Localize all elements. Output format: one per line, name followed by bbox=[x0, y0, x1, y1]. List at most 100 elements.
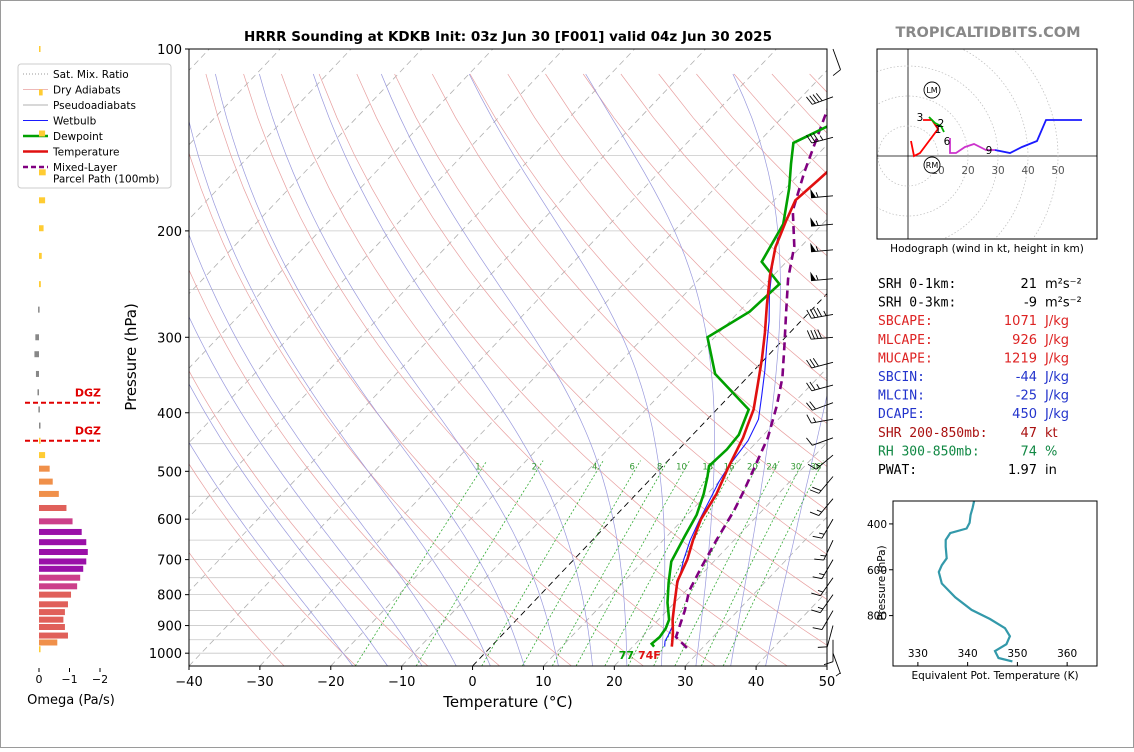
wind-barbs bbox=[806, 48, 841, 677]
wind-barb bbox=[811, 594, 834, 614]
wind-barb bbox=[810, 217, 834, 227]
barb-flag bbox=[810, 242, 817, 252]
barb-full bbox=[812, 576, 823, 580]
wind-barb bbox=[812, 518, 834, 539]
barb-full bbox=[832, 69, 841, 76]
pseudoadiabat bbox=[468, 73, 666, 666]
barb-half bbox=[815, 275, 819, 281]
mixing-ratio-label: 10 bbox=[676, 462, 687, 472]
dry-adiabat bbox=[243, 73, 716, 666]
dry-adiabat bbox=[507, 73, 827, 424]
hodograph-height-label: 1 bbox=[935, 124, 942, 136]
pressure-tick-label: 300 bbox=[157, 331, 182, 346]
wind-barb bbox=[810, 188, 834, 199]
temperature-tick-label: −40 bbox=[175, 675, 202, 690]
mixing-ratio-label: 30 bbox=[790, 462, 801, 472]
wind-barb bbox=[806, 381, 834, 392]
wind-barb bbox=[806, 93, 834, 105]
hodograph-ring bbox=[877, 125, 939, 187]
theta-e-xtick-label: 350 bbox=[1007, 648, 1027, 660]
dry-adiabat bbox=[545, 73, 827, 382]
wind-barb bbox=[817, 625, 834, 648]
omega-bar bbox=[39, 281, 41, 288]
legend-label: Sat. Mix. Ratio bbox=[53, 69, 129, 81]
mixing-ratio-line bbox=[481, 460, 604, 666]
temperature-axis: −40 −30 −20 −10 0 10 20 30 40 50 bbox=[175, 666, 835, 690]
barb-full bbox=[809, 401, 816, 410]
omega-bar bbox=[35, 334, 39, 341]
mixing-ratio-line bbox=[522, 460, 641, 666]
dry-adiabat bbox=[469, 73, 827, 467]
barb-staff bbox=[811, 278, 834, 282]
pressure-tick-label: 400 bbox=[157, 407, 182, 422]
index-unit: m²s⁻² bbox=[1045, 277, 1082, 292]
pressure-tick-label: 600 bbox=[157, 513, 182, 528]
mixing-ratio-line bbox=[653, 460, 761, 666]
barb-half bbox=[815, 192, 819, 198]
index-label: SBCIN: bbox=[878, 370, 925, 385]
isotherm bbox=[189, 49, 777, 666]
surface-labels: 77 74F bbox=[619, 649, 661, 662]
barb-full bbox=[812, 133, 819, 142]
dry-adiabat bbox=[809, 73, 827, 93]
barb-full bbox=[806, 359, 813, 369]
index-unit: kt bbox=[1045, 426, 1058, 441]
pressure-axis: 100 200 300 400 500 600 700 800 900 1000 bbox=[149, 43, 189, 662]
wind-barb bbox=[812, 559, 834, 580]
mixing-ratio-line bbox=[627, 460, 738, 666]
skewt-panel: 1 2 4 6 8 10 13 16 20 24 30 36 10020030040050060070… bbox=[17, 43, 841, 711]
theta-e-xtick-label: 330 bbox=[908, 648, 928, 660]
pressure-tick-label: 100 bbox=[157, 43, 182, 58]
theta-e-xlabel: Equivalent Pot. Temperature (K) bbox=[911, 670, 1078, 682]
wind-barb bbox=[810, 242, 834, 253]
hodograph-height-label: 2 bbox=[938, 118, 945, 130]
mixing-ratio-label: 6 bbox=[629, 462, 634, 472]
theta-e-frame bbox=[892, 500, 1098, 667]
index-unit: % bbox=[1045, 444, 1057, 459]
temperature-tick-label: 40 bbox=[748, 675, 765, 690]
theta-e-axes: 330 340 350 360 400 600 800 bbox=[867, 519, 1077, 666]
pseudoadiabat bbox=[380, 73, 628, 666]
barb-half bbox=[819, 135, 824, 141]
pressure-tick-label: 200 bbox=[157, 225, 182, 240]
legend: Sat. Mix. Ratio Dry Adiabats Pseudoadiabat… bbox=[17, 63, 172, 189]
wind-barb bbox=[806, 401, 834, 411]
barb-half bbox=[820, 554, 826, 557]
omega-bar bbox=[39, 601, 68, 608]
skewt-traces bbox=[649, 107, 827, 649]
dry-adiabat bbox=[394, 73, 827, 555]
hodograph-height-label: 9 bbox=[986, 145, 993, 157]
hodograph-motion-marker bbox=[923, 156, 941, 174]
hodograph-height-label: 3 bbox=[917, 112, 924, 124]
wind-barb bbox=[810, 271, 834, 282]
mixing-ratio-line bbox=[700, 460, 804, 666]
omega-bar bbox=[39, 437, 41, 444]
barb-full bbox=[812, 94, 820, 103]
omega-bar bbox=[39, 89, 43, 96]
omega-bar bbox=[39, 609, 65, 616]
temperature-tick-label: 20 bbox=[606, 675, 623, 690]
hodograph-segment bbox=[928, 116, 945, 133]
barb-half bbox=[817, 606, 824, 610]
mixing-ratio-label: 8 bbox=[657, 462, 662, 472]
barb-staff bbox=[820, 594, 834, 613]
mixing-ratio-line bbox=[575, 460, 690, 666]
legend-label: Temperature bbox=[52, 147, 120, 159]
index-value: -25 bbox=[1016, 389, 1037, 404]
barb-full bbox=[809, 133, 816, 143]
hodograph-ring-label: 20 bbox=[961, 165, 974, 177]
dgz-markers: DGZ DGZ bbox=[25, 387, 101, 442]
barb-staff bbox=[818, 498, 834, 516]
barb-half bbox=[815, 246, 819, 252]
omega-bars bbox=[34, 46, 88, 653]
barb-staff bbox=[818, 476, 834, 494]
wind-barb bbox=[809, 476, 834, 494]
trace-dewpoint bbox=[649, 125, 827, 648]
barb-full bbox=[812, 486, 822, 492]
watermark: TROPICALTIDBITS.COM bbox=[895, 25, 1080, 41]
theta-e-trace bbox=[937, 500, 1013, 663]
barb-half bbox=[835, 672, 841, 677]
dry-adiabat bbox=[281, 73, 788, 666]
omega-bar bbox=[39, 558, 87, 565]
